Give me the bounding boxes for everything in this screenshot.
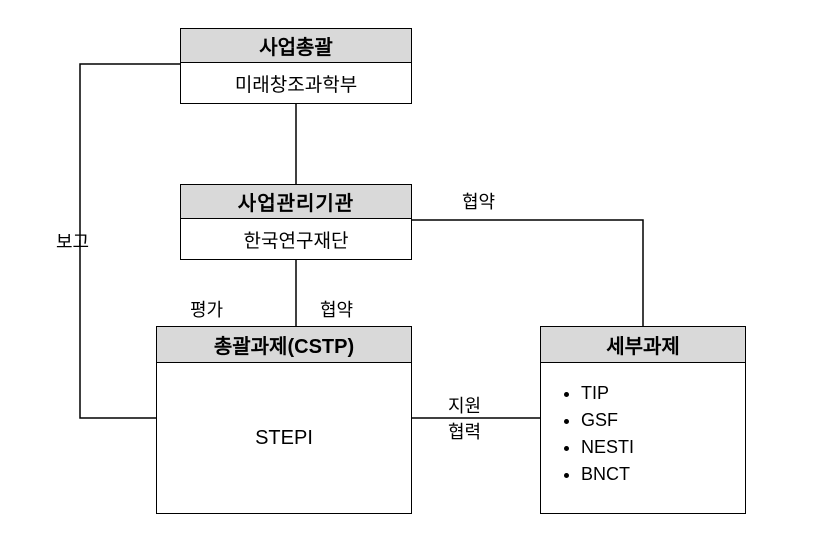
box-left: 총괄과제(CSTP) STEPI xyxy=(156,326,412,514)
box-right-list: TIP GSF NESTI BNCT xyxy=(581,383,723,485)
box-mid-header: 사업관리기관 xyxy=(181,185,411,219)
edge-mid-right xyxy=(412,220,643,326)
box-left-body: STEPI xyxy=(157,363,411,513)
list-item: BNCT xyxy=(581,464,723,485)
label-pyeongga: 평가 xyxy=(190,296,223,322)
box-right-body: TIP GSF NESTI BNCT xyxy=(541,363,745,513)
box-right-header: 세부과제 xyxy=(541,327,745,363)
box-right: 세부과제 TIP GSF NESTI BNCT xyxy=(540,326,746,514)
box-mid-body: 한국연구재단 xyxy=(181,219,411,259)
box-top: 사업총괄 미래창조과학부 xyxy=(180,28,412,104)
label-hyeobyak-right: 협약 xyxy=(462,188,495,214)
box-mid: 사업관리기관 한국연구재단 xyxy=(180,184,412,260)
label-jiwon: 지원 xyxy=(448,392,481,418)
list-item: TIP xyxy=(581,383,723,404)
list-item: GSF xyxy=(581,410,723,431)
list-item: NESTI xyxy=(581,437,723,458)
label-hyeomnyeok: 협력 xyxy=(448,418,481,444)
label-hyeobyak-midleft: 협약 xyxy=(320,296,353,322)
box-top-header: 사업총괄 xyxy=(181,29,411,63)
label-bogo: 보고 xyxy=(56,228,89,254)
box-left-header: 총괄과제(CSTP) xyxy=(157,327,411,363)
box-top-body: 미래창조과학부 xyxy=(181,63,411,103)
